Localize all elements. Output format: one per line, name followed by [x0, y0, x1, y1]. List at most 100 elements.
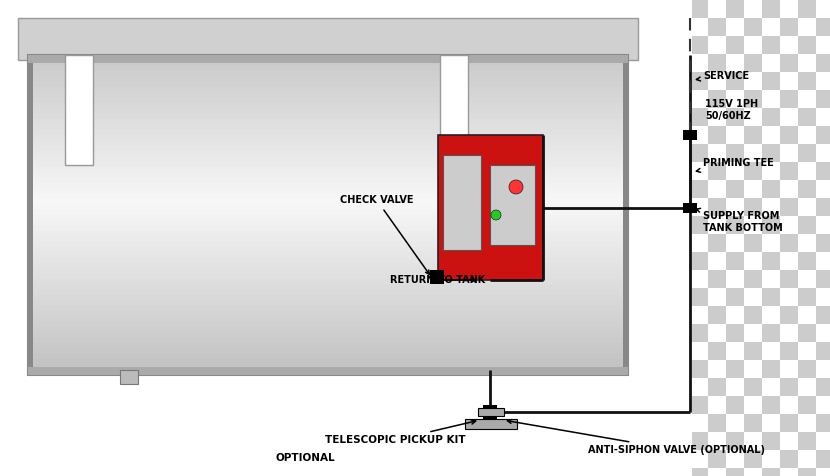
- Bar: [816, 36, 830, 54]
- Bar: [780, 468, 798, 476]
- Bar: [816, 144, 830, 162]
- Bar: [28, 71, 628, 77]
- Bar: [816, 270, 830, 288]
- Bar: [65, 55, 93, 165]
- Circle shape: [491, 210, 501, 220]
- Bar: [780, 144, 798, 162]
- Text: SUPPLY FROM
TANK BOTTOM: SUPPLY FROM TANK BOTTOM: [696, 208, 783, 233]
- Bar: [798, 234, 816, 252]
- Bar: [798, 54, 816, 72]
- Bar: [816, 162, 830, 180]
- Bar: [816, 324, 830, 342]
- Bar: [28, 268, 628, 274]
- Bar: [438, 135, 543, 280]
- Bar: [483, 405, 497, 419]
- Bar: [28, 109, 628, 114]
- Bar: [726, 270, 744, 288]
- Bar: [798, 18, 816, 36]
- Bar: [28, 231, 628, 237]
- Bar: [744, 180, 762, 198]
- Bar: [28, 87, 628, 93]
- Bar: [726, 54, 744, 72]
- Bar: [726, 180, 744, 198]
- Bar: [798, 162, 816, 180]
- Bar: [708, 144, 726, 162]
- Bar: [816, 108, 830, 126]
- Bar: [490, 165, 535, 245]
- Bar: [798, 216, 816, 234]
- Bar: [744, 288, 762, 306]
- Bar: [440, 55, 468, 165]
- Bar: [726, 0, 744, 18]
- Bar: [28, 151, 628, 157]
- Bar: [726, 342, 744, 360]
- Bar: [708, 270, 726, 288]
- Bar: [28, 55, 33, 375]
- Bar: [780, 216, 798, 234]
- Bar: [780, 432, 798, 450]
- Bar: [816, 450, 830, 468]
- Bar: [744, 432, 762, 450]
- Bar: [780, 234, 798, 252]
- Bar: [708, 54, 726, 72]
- Bar: [690, 288, 708, 306]
- Bar: [28, 60, 628, 66]
- Bar: [816, 234, 830, 252]
- Bar: [762, 252, 780, 270]
- Bar: [798, 72, 816, 90]
- Bar: [798, 450, 816, 468]
- Bar: [780, 360, 798, 378]
- Bar: [798, 432, 816, 450]
- Bar: [708, 396, 726, 414]
- Bar: [28, 247, 628, 253]
- Bar: [690, 18, 708, 36]
- Bar: [780, 414, 798, 432]
- Bar: [744, 396, 762, 414]
- Circle shape: [509, 180, 523, 194]
- Bar: [683, 130, 697, 140]
- Bar: [28, 135, 628, 141]
- Bar: [708, 90, 726, 108]
- Bar: [28, 114, 628, 119]
- Bar: [726, 72, 744, 90]
- Bar: [443, 155, 481, 250]
- Bar: [798, 360, 816, 378]
- Bar: [690, 378, 708, 396]
- Bar: [816, 0, 830, 18]
- Bar: [690, 432, 708, 450]
- Bar: [28, 327, 628, 333]
- Bar: [690, 270, 708, 288]
- Bar: [708, 216, 726, 234]
- Bar: [28, 124, 628, 130]
- Text: SERVICE: SERVICE: [696, 71, 749, 81]
- Bar: [744, 306, 762, 324]
- Bar: [780, 90, 798, 108]
- Bar: [762, 342, 780, 360]
- Bar: [744, 198, 762, 216]
- Bar: [780, 270, 798, 288]
- Text: 115V 1PH
50/60HZ: 115V 1PH 50/60HZ: [705, 99, 758, 121]
- Bar: [690, 324, 708, 342]
- Bar: [726, 252, 744, 270]
- Bar: [816, 432, 830, 450]
- Bar: [690, 450, 708, 468]
- Bar: [780, 396, 798, 414]
- Bar: [28, 252, 628, 258]
- Bar: [762, 288, 780, 306]
- Bar: [690, 162, 708, 180]
- Bar: [28, 66, 628, 71]
- Bar: [726, 414, 744, 432]
- Bar: [762, 90, 780, 108]
- Bar: [762, 234, 780, 252]
- Bar: [780, 180, 798, 198]
- Bar: [28, 364, 628, 370]
- Bar: [744, 360, 762, 378]
- Bar: [708, 72, 726, 90]
- Bar: [744, 162, 762, 180]
- Bar: [28, 55, 628, 63]
- Bar: [690, 0, 708, 18]
- Bar: [780, 378, 798, 396]
- Bar: [744, 378, 762, 396]
- Bar: [690, 54, 708, 72]
- Bar: [690, 144, 708, 162]
